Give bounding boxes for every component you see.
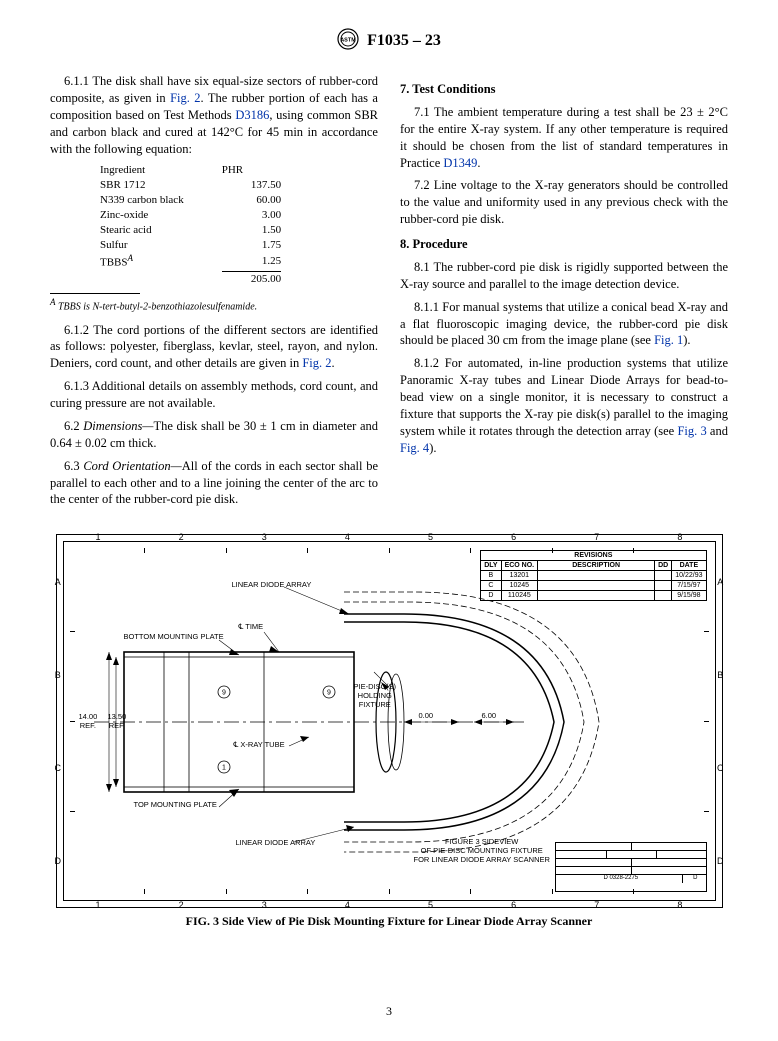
table-row: 205.00 — [100, 271, 281, 286]
table-row: TBBSA1.25 — [100, 252, 281, 271]
fig3-link[interactable]: Fig. 3 — [677, 424, 706, 438]
header-designation: F1035 – 23 — [367, 32, 441, 49]
fixture-drawing-icon: 9 9 1 — [64, 542, 704, 892]
title-block: D 0328-2275 D — [555, 842, 707, 892]
para-7-1: 7.1 The ambient temperature during a tes… — [400, 104, 728, 172]
table-row: Sulfur1.75 — [100, 238, 281, 253]
drawing-rev: D — [683, 875, 705, 883]
heading-7: 7. Test Conditions — [400, 81, 728, 98]
two-column-body: 6.1.1 The disk shall have six equal-size… — [50, 73, 728, 514]
d3186-link[interactable]: D3186 — [235, 108, 269, 122]
table-footnote: A TBBS is N-tert-butyl-2-benzothiazolesu… — [50, 296, 378, 314]
annot-dim-1350: 13.50 REF. — [108, 712, 127, 730]
right-column: 7. Test Conditions 7.1 The ambient tempe… — [400, 73, 728, 514]
drawing-inner-frame: REVISIONS DLY ECO NO. DESCRIPTION DD DAT… — [63, 541, 716, 901]
svg-text:ASTM: ASTM — [340, 38, 356, 44]
annot-top-plate: TOP MOUNTING PLATE — [134, 800, 217, 809]
para-6-1-3: 6.1.3 Additional details on assembly met… — [50, 378, 378, 412]
svg-text:1: 1 — [222, 765, 226, 772]
table-row: SBR 1712137.50 — [100, 178, 281, 193]
para-6-3: 6.3 Cord Orientation—All of the cords in… — [50, 458, 378, 509]
d1349-link[interactable]: D1349 — [443, 156, 477, 170]
svg-text:9: 9 — [327, 690, 331, 697]
para-6-1-1: 6.1.1 The disk shall have six equal-size… — [50, 73, 378, 157]
annot-cl-xray: ℄ X-RAY TUBE — [234, 740, 285, 749]
para-8-1-2: 8.1.2 For automated, in-line production … — [400, 355, 728, 456]
figure-3: 12345678 12345678 ABCD ABCD — [50, 534, 728, 929]
page-number: 3 — [0, 1004, 778, 1019]
col-phr: PHR — [222, 163, 281, 178]
ingredient-table: Ingredient PHR SBR 1712137.50 N339 carbo… — [100, 163, 281, 286]
para-7-2: 7.2 Line voltage to the X-ray generators… — [400, 177, 728, 228]
para-6-1-2: 6.1.2 The cord portions of the different… — [50, 322, 378, 373]
figure-caption: FIG. 3 Side View of Pie Disk Mounting Fi… — [50, 914, 728, 929]
fig2-link-b[interactable]: Fig. 2 — [302, 356, 331, 370]
table-row: Stearic acid1.50 — [100, 223, 281, 238]
annot-pie-disc: PIE-DISC(S) HOLDING FIXTURE — [354, 682, 397, 709]
left-column: 6.1.1 The disk shall have six equal-size… — [50, 73, 378, 514]
table-row: Zinc-oxide3.00 — [100, 208, 281, 223]
annot-dim-1400: 14.00 REF. — [79, 712, 98, 730]
fig1-link[interactable]: Fig. 1 — [654, 333, 683, 347]
grid-numbers-bottom: 12345678 — [57, 900, 722, 910]
col-ingredient: Ingredient — [100, 163, 222, 178]
footnote-mark-icon: A — [128, 253, 134, 263]
para-8-1-1: 8.1.1 For manual systems that utilize a … — [400, 299, 728, 350]
para-8-1: 8.1 The rubber-cord pie disk is rigidly … — [400, 259, 728, 293]
annot-cl-time: ℄ TIME — [239, 622, 264, 631]
annot-dim-600: 6.00 — [482, 711, 497, 720]
footnote-rule — [50, 293, 140, 294]
grid-letters-left: ABCD — [55, 535, 62, 907]
page: ASTM F1035 – 23 6.1.1 The disk shall hav… — [0, 0, 778, 1041]
fig2-link[interactable]: Fig. 2 — [170, 91, 200, 105]
annot-linear-diode-bottom: LINEAR DIODE ARRAY — [236, 838, 316, 847]
drawing-number: D 0328-2275 — [558, 875, 684, 883]
svg-text:9: 9 — [222, 690, 226, 697]
grid-letters-right: ABCD — [717, 535, 724, 907]
annot-dim-000: 0.00 — [419, 711, 434, 720]
astm-logo-icon: ASTM — [337, 28, 359, 55]
table-row: N339 carbon black60.00 — [100, 193, 281, 208]
annot-bottom-plate: BOTTOM MOUNTING PLATE — [124, 632, 224, 641]
annot-figure-note: FIGURE 3 SIDEVIEW OF PIE-DISC MOUNTING F… — [414, 837, 550, 864]
page-header: ASTM F1035 – 23 — [50, 28, 728, 55]
fig4-link[interactable]: Fig. 4 — [400, 441, 429, 455]
heading-8: 8. Procedure — [400, 236, 728, 253]
para-6-2: 6.2 Dimensions—The disk shall be 30 ± 1 … — [50, 418, 378, 452]
table-header-row: Ingredient PHR — [100, 163, 281, 178]
engineering-drawing-frame: 12345678 12345678 ABCD ABCD — [56, 534, 723, 908]
annot-linear-diode-top: LINEAR DIODE ARRAY — [232, 580, 312, 589]
